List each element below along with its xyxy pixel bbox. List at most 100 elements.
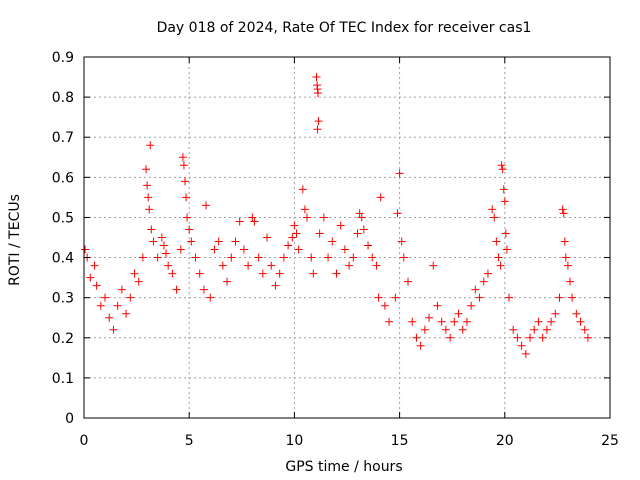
data-point bbox=[146, 141, 155, 150]
grid-lines bbox=[84, 57, 610, 418]
data-point bbox=[368, 253, 377, 262]
data-point bbox=[483, 269, 492, 278]
data-point bbox=[513, 333, 522, 342]
data-point bbox=[143, 181, 152, 190]
data-point bbox=[109, 325, 118, 334]
data-point bbox=[353, 229, 362, 238]
data-point bbox=[176, 245, 185, 254]
data-point bbox=[547, 317, 556, 326]
data-point bbox=[101, 293, 110, 302]
x-tick-label: 25 bbox=[601, 433, 619, 449]
data-point bbox=[144, 193, 153, 202]
data-point bbox=[92, 281, 101, 290]
data-point bbox=[250, 217, 259, 226]
axis-ticks: 0 0.1 0.2 0.3 0.4 0.5 0.6 0.7 0.8 0.9 0 5 10 15 20 25 bbox=[52, 50, 619, 449]
y-tick-label: 0.4 bbox=[52, 251, 74, 267]
data-point bbox=[509, 325, 518, 334]
data-point bbox=[376, 193, 385, 202]
data-point bbox=[364, 241, 373, 250]
data-point bbox=[172, 285, 181, 294]
data-point bbox=[81, 245, 90, 254]
y-axis-label: ROTI / TECUs bbox=[7, 194, 23, 286]
data-point bbox=[324, 253, 333, 262]
data-point bbox=[583, 333, 592, 342]
data-point bbox=[206, 293, 215, 302]
data-point bbox=[290, 221, 299, 230]
data-point bbox=[96, 301, 105, 310]
data-point bbox=[126, 293, 135, 302]
data-point bbox=[199, 285, 208, 294]
data-point bbox=[488, 205, 497, 214]
y-tick-label: 0.8 bbox=[52, 90, 74, 106]
data-point bbox=[538, 333, 547, 342]
data-point bbox=[284, 241, 293, 250]
data-point bbox=[425, 313, 434, 322]
data-point bbox=[300, 205, 309, 214]
data-point bbox=[566, 277, 575, 286]
data-point bbox=[395, 169, 404, 178]
y-tick-label: 0.3 bbox=[52, 291, 74, 307]
y-tick-label: 0 bbox=[65, 411, 74, 427]
data-point bbox=[534, 317, 543, 326]
x-tick-label: 0 bbox=[80, 433, 89, 449]
data-point bbox=[122, 309, 131, 318]
x-tick-label: 5 bbox=[185, 433, 194, 449]
y-tick-label: 0.5 bbox=[52, 210, 74, 226]
data-point bbox=[105, 313, 114, 322]
data-point bbox=[202, 201, 211, 210]
data-point bbox=[298, 185, 307, 194]
data-point bbox=[147, 225, 156, 234]
data-point bbox=[399, 253, 408, 262]
data-point bbox=[142, 165, 151, 174]
data-point bbox=[313, 125, 322, 134]
data-point bbox=[349, 253, 358, 262]
data-point bbox=[542, 325, 551, 334]
data-point bbox=[86, 273, 95, 282]
data-point bbox=[580, 325, 589, 334]
data-point bbox=[454, 309, 463, 318]
data-point bbox=[183, 213, 192, 222]
data-point bbox=[505, 293, 514, 302]
data-point bbox=[397, 237, 406, 246]
data-point bbox=[501, 229, 510, 238]
data-point bbox=[307, 253, 316, 262]
data-point bbox=[159, 241, 168, 250]
data-point bbox=[355, 209, 364, 218]
data-point bbox=[313, 89, 322, 98]
data-point bbox=[416, 341, 425, 350]
data-point bbox=[558, 205, 567, 214]
data-point bbox=[433, 301, 442, 310]
data-point bbox=[372, 261, 381, 270]
data-point bbox=[441, 325, 450, 334]
data-point bbox=[263, 233, 272, 242]
data-point bbox=[244, 261, 253, 270]
data-point bbox=[572, 309, 581, 318]
data-point bbox=[521, 349, 530, 358]
data-point bbox=[309, 269, 318, 278]
data-point bbox=[248, 213, 257, 222]
data-point bbox=[420, 325, 429, 334]
data-point bbox=[499, 185, 508, 194]
data-point bbox=[467, 301, 476, 310]
data-point bbox=[168, 269, 177, 278]
data-point bbox=[479, 277, 488, 286]
data-point bbox=[458, 325, 467, 334]
data-point bbox=[446, 333, 455, 342]
data-point bbox=[288, 233, 297, 242]
data-point bbox=[258, 269, 267, 278]
data-point bbox=[254, 253, 263, 262]
data-point bbox=[563, 261, 572, 270]
data-point bbox=[214, 237, 223, 246]
data-point bbox=[385, 317, 394, 326]
y-tick-label: 0.1 bbox=[52, 371, 74, 387]
data-point bbox=[162, 249, 171, 258]
x-tick-label: 10 bbox=[285, 433, 303, 449]
data-point bbox=[178, 153, 187, 162]
x-axis-label: GPS time / hours bbox=[285, 459, 402, 475]
y-tick-label: 0.7 bbox=[52, 130, 74, 146]
data-point bbox=[576, 317, 585, 326]
data-point bbox=[319, 213, 328, 222]
data-point bbox=[555, 293, 564, 302]
